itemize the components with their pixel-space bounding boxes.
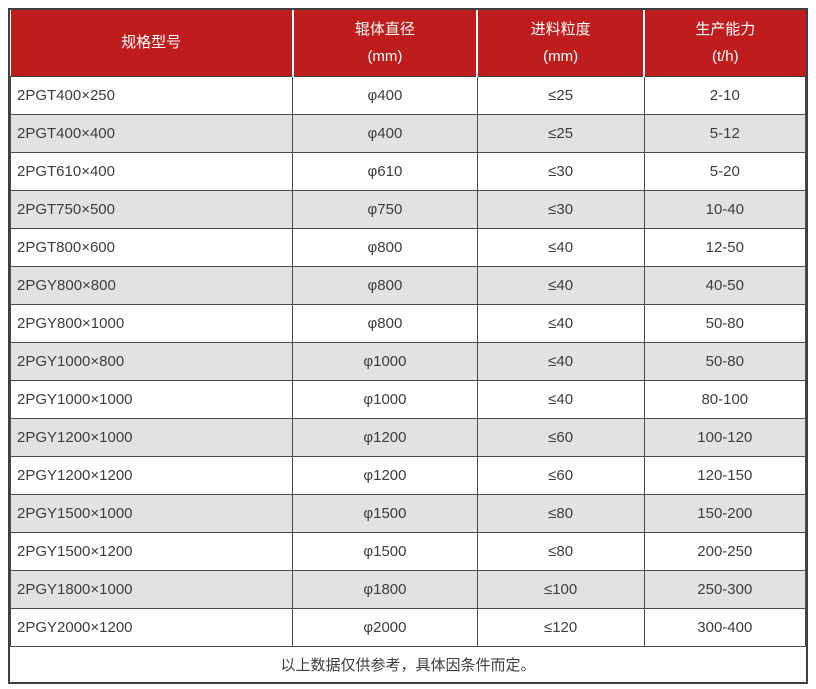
- table-row: 2PGY1200×1200 φ1200 ≤60 120-150: [9, 455, 807, 495]
- cell-roller-diameter: φ800: [292, 227, 478, 267]
- cell-capacity: 300-400: [643, 607, 807, 647]
- table-row: 2PGT800×600 φ800 ≤40 12-50: [9, 227, 807, 267]
- cell-capacity: 50-80: [643, 303, 807, 343]
- cell-capacity: 5-12: [643, 113, 807, 153]
- cell-model: 2PGY1200×1000: [9, 417, 294, 457]
- cell-roller-diameter: φ1000: [292, 379, 478, 419]
- cell-roller-diameter: φ1000: [292, 341, 478, 381]
- cell-roller-diameter: φ1500: [292, 493, 478, 533]
- header-label: 进料粒度: [530, 20, 591, 38]
- table-row: 2PGT610×400 φ610 ≤30 5-20: [9, 151, 807, 191]
- table-row: 2PGY800×800 φ800 ≤40 40-50: [9, 265, 807, 305]
- cell-capacity: 100-120: [643, 417, 807, 457]
- table-row: 2PGY1500×1000 φ1500 ≤80 150-200: [9, 493, 807, 533]
- header-unit: (mm): [367, 47, 403, 65]
- cell-feed-size: ≤60: [476, 455, 645, 495]
- cell-model: 2PGY1500×1000: [9, 493, 294, 533]
- cell-feed-size: ≤120: [476, 607, 645, 647]
- col-header-model: 规格型号: [10, 10, 293, 77]
- cell-feed-size: ≤80: [476, 531, 645, 571]
- cell-model: 2PGY1800×1000: [9, 569, 294, 609]
- cell-roller-diameter: φ800: [292, 265, 478, 305]
- cell-capacity: 50-80: [643, 341, 807, 381]
- header-label: 生产能力: [695, 20, 756, 38]
- cell-model: 2PGY800×800: [9, 265, 294, 305]
- footnote: 以上数据仅供参考，具体因条件而定。: [10, 645, 806, 682]
- cell-capacity: 120-150: [643, 455, 807, 495]
- cell-capacity: 250-300: [643, 569, 807, 609]
- cell-model: 2PGY1000×1000: [9, 379, 294, 419]
- header-label: 规格型号: [121, 34, 182, 52]
- table-row: 2PGY800×1000 φ800 ≤40 50-80: [9, 303, 807, 343]
- header-unit: (mm): [543, 47, 579, 65]
- cell-model: 2PGY800×1000: [9, 303, 294, 343]
- cell-feed-size: ≤40: [476, 303, 645, 343]
- table-row: 2PGT400×250 φ400 ≤25 2-10: [9, 75, 807, 115]
- cell-model: 2PGY1200×1200: [9, 455, 294, 495]
- cell-feed-size: ≤100: [476, 569, 645, 609]
- cell-capacity: 12-50: [643, 227, 807, 267]
- cell-capacity: 5-20: [643, 151, 807, 191]
- header-row: 规格型号 辊体直径 (mm) 进料粒度 (mm) 生产能力 (t/h): [10, 10, 806, 77]
- spec-table-container: 规格型号 辊体直径 (mm) 进料粒度 (mm) 生产能力 (t/h) 2PGT…: [8, 8, 808, 684]
- table-row: 2PGY1500×1200 φ1500 ≤80 200-250: [9, 531, 807, 571]
- cell-feed-size: ≤40: [476, 227, 645, 267]
- cell-capacity: 200-250: [643, 531, 807, 571]
- cell-feed-size: ≤40: [476, 265, 645, 305]
- table-row: 2PGY1200×1000 φ1200 ≤60 100-120: [9, 417, 807, 457]
- cell-model: 2PGT800×600: [9, 227, 294, 267]
- cell-model: 2PGY1500×1200: [9, 531, 294, 571]
- col-header-capacity: 生产能力 (t/h): [643, 10, 806, 77]
- cell-roller-diameter: φ2000: [292, 607, 478, 647]
- cell-model: 2PGT750×500: [9, 189, 294, 229]
- cell-model: 2PGT400×400: [9, 113, 294, 153]
- cell-feed-size: ≤40: [476, 379, 645, 419]
- cell-roller-diameter: φ400: [292, 113, 478, 153]
- table-row: 2PGT750×500 φ750 ≤30 10-40: [9, 189, 807, 229]
- cell-model: 2PGT400×250: [9, 75, 294, 115]
- cell-model: 2PGY2000×1200: [9, 607, 294, 647]
- cell-feed-size: ≤80: [476, 493, 645, 533]
- table-row: 2PGY1000×800 φ1000 ≤40 50-80: [9, 341, 807, 381]
- cell-roller-diameter: φ610: [292, 151, 478, 191]
- cell-roller-diameter: φ1500: [292, 531, 478, 571]
- cell-model: 2PGT610×400: [9, 151, 294, 191]
- table-row: 2PGY1000×1000 φ1000 ≤40 80-100: [9, 379, 807, 419]
- cell-feed-size: ≤40: [476, 341, 645, 381]
- header-unit: (t/h): [711, 47, 739, 65]
- cell-roller-diameter: φ1200: [292, 417, 478, 457]
- cell-feed-size: ≤25: [476, 75, 645, 115]
- cell-feed-size: ≤30: [476, 189, 645, 229]
- cell-roller-diameter: φ400: [292, 75, 478, 115]
- spec-table: 规格型号 辊体直径 (mm) 进料粒度 (mm) 生产能力 (t/h) 2PGT…: [9, 10, 807, 682]
- cell-feed-size: ≤25: [476, 113, 645, 153]
- table-row: 2PGY1800×1000 φ1800 ≤100 250-300: [9, 569, 807, 609]
- cell-capacity: 10-40: [643, 189, 807, 229]
- footnote-row: 以上数据仅供参考，具体因条件而定。: [10, 645, 806, 682]
- col-header-roller-diameter: 辊体直径 (mm): [291, 10, 478, 77]
- header-label: 辊体直径: [354, 20, 415, 38]
- cell-roller-diameter: φ1200: [292, 455, 478, 495]
- table-row: 2PGY2000×1200 φ2000 ≤120 300-400: [9, 607, 807, 647]
- cell-capacity: 2-10: [643, 75, 807, 115]
- cell-model: 2PGY1000×800: [9, 341, 294, 381]
- table-body: 2PGT400×250 φ400 ≤25 2-10 2PGT400×400 φ400 ≤25…: [9, 75, 807, 647]
- table-row: 2PGT400×400 φ400 ≤25 5-12: [9, 113, 807, 153]
- col-header-feed-size: 进料粒度 (mm): [476, 10, 645, 77]
- cell-feed-size: ≤60: [476, 417, 645, 457]
- cell-capacity: 80-100: [643, 379, 807, 419]
- cell-roller-diameter: φ750: [292, 189, 478, 229]
- cell-roller-diameter: φ800: [292, 303, 478, 343]
- cell-capacity: 150-200: [643, 493, 807, 533]
- cell-feed-size: ≤30: [476, 151, 645, 191]
- cell-capacity: 40-50: [643, 265, 807, 305]
- cell-roller-diameter: φ1800: [292, 569, 478, 609]
